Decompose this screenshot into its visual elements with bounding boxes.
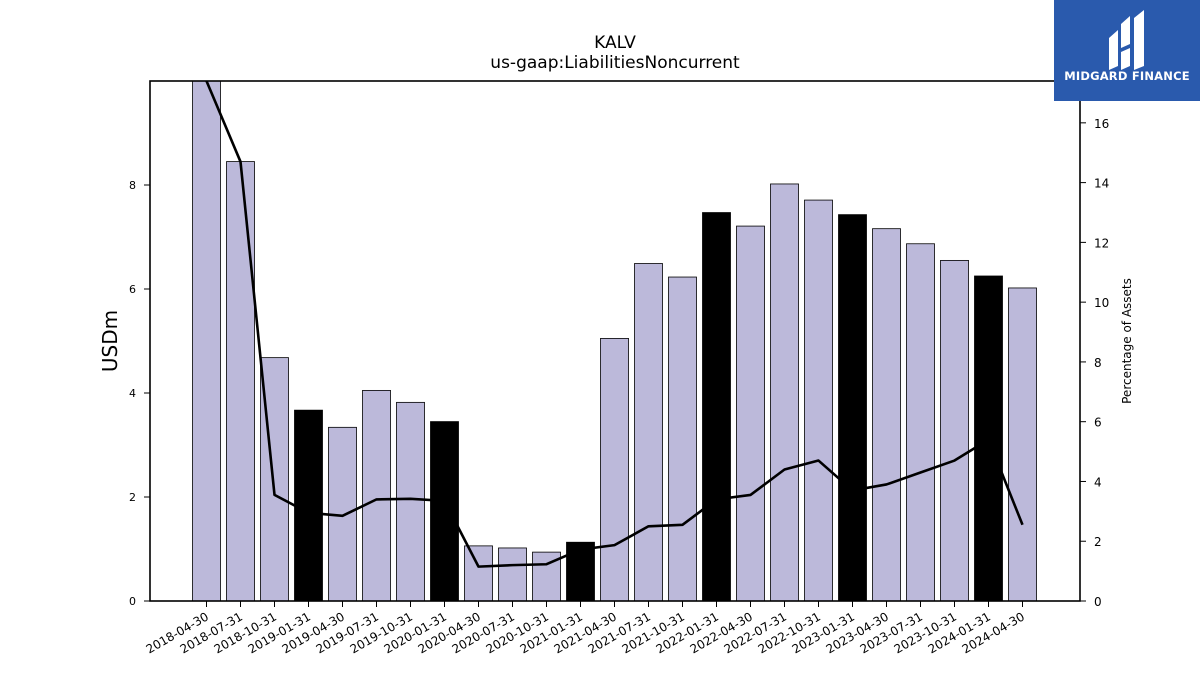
bar-2023-04-30	[872, 228, 901, 602]
bar-2022-07-31	[770, 183, 799, 602]
y2-tick-label: 0	[1094, 595, 1102, 609]
bar-2021-10-31	[668, 276, 697, 602]
bar-2021-04-30	[600, 337, 629, 602]
y2-tick-label: 4	[1094, 475, 1102, 489]
y-axis-label: USDm	[98, 310, 122, 372]
bar-2019-10-31	[396, 401, 425, 602]
y2-tick-label: 14	[1094, 177, 1109, 191]
bar-2023-10-31	[940, 259, 969, 602]
percentage-line	[205, 80, 1024, 568]
bar-2018-07-31	[226, 161, 255, 602]
brand-logo: MIDGARD FINANCE	[1054, 0, 1200, 101]
y-tick-label: 8	[129, 179, 136, 192]
bar-2019-07-31	[362, 389, 391, 602]
bar-2022-10-31	[804, 199, 833, 602]
bar-2018-04-30	[192, 80, 221, 602]
y2-tick-label: 8	[1094, 356, 1102, 370]
bar-2020-01-31	[430, 421, 459, 602]
chart-subtitle: us-gaap:LiabilitiesNoncurrent	[490, 53, 740, 73]
bar-2023-01-31	[838, 214, 867, 602]
y2-tick-label: 12	[1094, 236, 1109, 250]
y2-tick-label: 2	[1094, 535, 1102, 549]
y-tick-label: 2	[129, 491, 136, 504]
y-tick-label: 0	[129, 595, 136, 608]
y2-tick-label: 16	[1094, 117, 1109, 131]
y2-tick-label: 6	[1094, 416, 1102, 430]
bar-2024-04-30	[1008, 287, 1037, 602]
midgard-logo-icon	[1109, 10, 1144, 70]
chart-title: KALV	[594, 33, 636, 53]
bars-group	[192, 80, 1037, 602]
bar-2021-01-31	[566, 541, 595, 602]
y2-axis-label: Percentage of Assets	[1120, 278, 1134, 404]
bar-2023-07-31	[906, 243, 935, 602]
y2-tick-label: 10	[1094, 296, 1109, 310]
bar-2019-01-31	[294, 409, 323, 602]
bar-2020-04-30	[464, 545, 493, 602]
bar-2022-04-30	[736, 225, 765, 602]
bar-2020-07-31	[498, 547, 527, 602]
y-tick-label: 6	[129, 283, 136, 296]
y-tick-label: 4	[129, 387, 136, 400]
bar-2021-07-31	[634, 263, 663, 602]
bar-2022-01-31	[702, 212, 731, 602]
line-group	[205, 80, 1024, 568]
brand-name: MIDGARD FINANCE	[1064, 69, 1190, 83]
